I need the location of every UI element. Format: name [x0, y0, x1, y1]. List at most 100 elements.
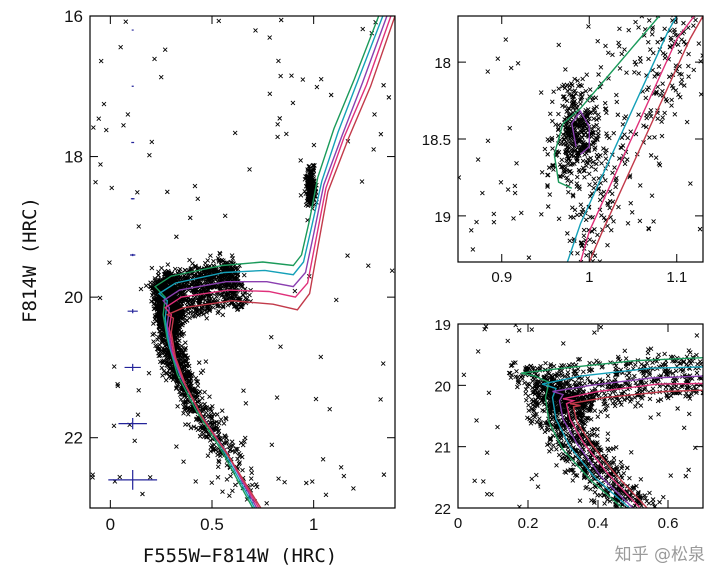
star-marker [667, 369, 673, 375]
star-marker [604, 134, 610, 139]
star-marker [470, 247, 476, 252]
star-marker [605, 242, 610, 248]
star-marker [306, 174, 311, 180]
error-bar-5 [130, 253, 136, 257]
star-marker [575, 366, 581, 372]
star-marker [240, 467, 245, 473]
star-marker [577, 148, 582, 153]
star-marker [227, 447, 233, 453]
star-marker [596, 126, 601, 132]
star-marker [696, 7, 700, 11]
star-marker [602, 100, 608, 106]
star-marker [565, 305, 569, 309]
star-marker [567, 86, 573, 92]
star-marker [605, 431, 611, 436]
star-marker [556, 86, 562, 91]
star-marker [165, 346, 170, 351]
star-marker [650, 360, 655, 365]
star-marker [684, 119, 690, 125]
star-marker [565, 370, 571, 375]
star-marker [583, 88, 589, 94]
star-marker [235, 282, 241, 288]
star-marker [652, 134, 657, 140]
star-marker [644, 361, 650, 366]
star-marker [532, 403, 538, 409]
star-marker [602, 398, 607, 403]
star-marker [646, 18, 652, 23]
star-marker [561, 137, 567, 143]
star-marker [107, 260, 112, 265]
star-marker [572, 207, 578, 213]
star-marker [149, 139, 155, 145]
star-marker [566, 362, 572, 368]
star-marker [156, 320, 162, 326]
star-marker [603, 150, 608, 156]
star-marker [563, 149, 569, 155]
error-bar-1 [131, 29, 134, 31]
star-marker [233, 446, 239, 452]
star-marker [149, 298, 154, 304]
star-marker [573, 155, 579, 160]
star-marker [238, 440, 244, 446]
star-marker [135, 412, 141, 418]
star-marker [605, 437, 611, 443]
star-marker [188, 425, 194, 431]
star-marker [545, 442, 550, 448]
star-marker [190, 282, 195, 288]
star-marker [202, 389, 207, 395]
star-marker [181, 459, 186, 464]
star-marker [311, 168, 317, 174]
star-marker [216, 420, 222, 426]
star-marker [622, 348, 628, 354]
star-marker [664, 98, 670, 104]
star-marker [176, 338, 182, 344]
star-marker [90, 472, 96, 478]
star-marker [641, 514, 645, 518]
star-marker [380, 361, 386, 366]
star-marker [549, 135, 555, 141]
star-marker [118, 44, 123, 50]
star-marker [338, 464, 344, 470]
star-marker [222, 273, 228, 279]
star-marker [172, 266, 178, 272]
star-marker [198, 295, 204, 301]
star-marker [613, 180, 619, 185]
star-marker [220, 304, 226, 310]
star-marker [196, 360, 202, 365]
y-tick-label: 20 [64, 288, 83, 307]
star-marker [662, 110, 667, 116]
star-marker [547, 111, 553, 117]
star-marker [563, 67, 568, 72]
star-marker [215, 474, 221, 480]
star-marker [556, 149, 562, 155]
star-marker [154, 312, 159, 318]
x-tick-label: 1 [585, 269, 593, 286]
star-marker [292, 288, 298, 294]
star-marker [575, 78, 580, 84]
star-marker [193, 479, 199, 484]
star-marker [207, 308, 212, 314]
star-marker [581, 233, 587, 239]
star-marker [515, 61, 521, 66]
star-marker [359, 179, 365, 184]
star-marker [211, 258, 216, 264]
star-marker [212, 275, 218, 280]
star-marker [491, 211, 497, 217]
star-marker [654, 71, 659, 77]
star-marker [574, 174, 580, 180]
star-marker [577, 82, 583, 88]
star-marker [605, 200, 610, 206]
star-marker [623, 114, 629, 119]
star-marker [556, 452, 562, 458]
star-marker [199, 395, 205, 401]
star-marker [211, 425, 217, 430]
star-marker [560, 451, 566, 457]
star-marker [160, 373, 165, 378]
star-marker [688, 10, 692, 14]
star-marker [186, 311, 191, 316]
star-marker [610, 199, 616, 205]
star-marker [605, 50, 611, 56]
star-marker [595, 433, 600, 439]
star-marker [365, 263, 371, 268]
